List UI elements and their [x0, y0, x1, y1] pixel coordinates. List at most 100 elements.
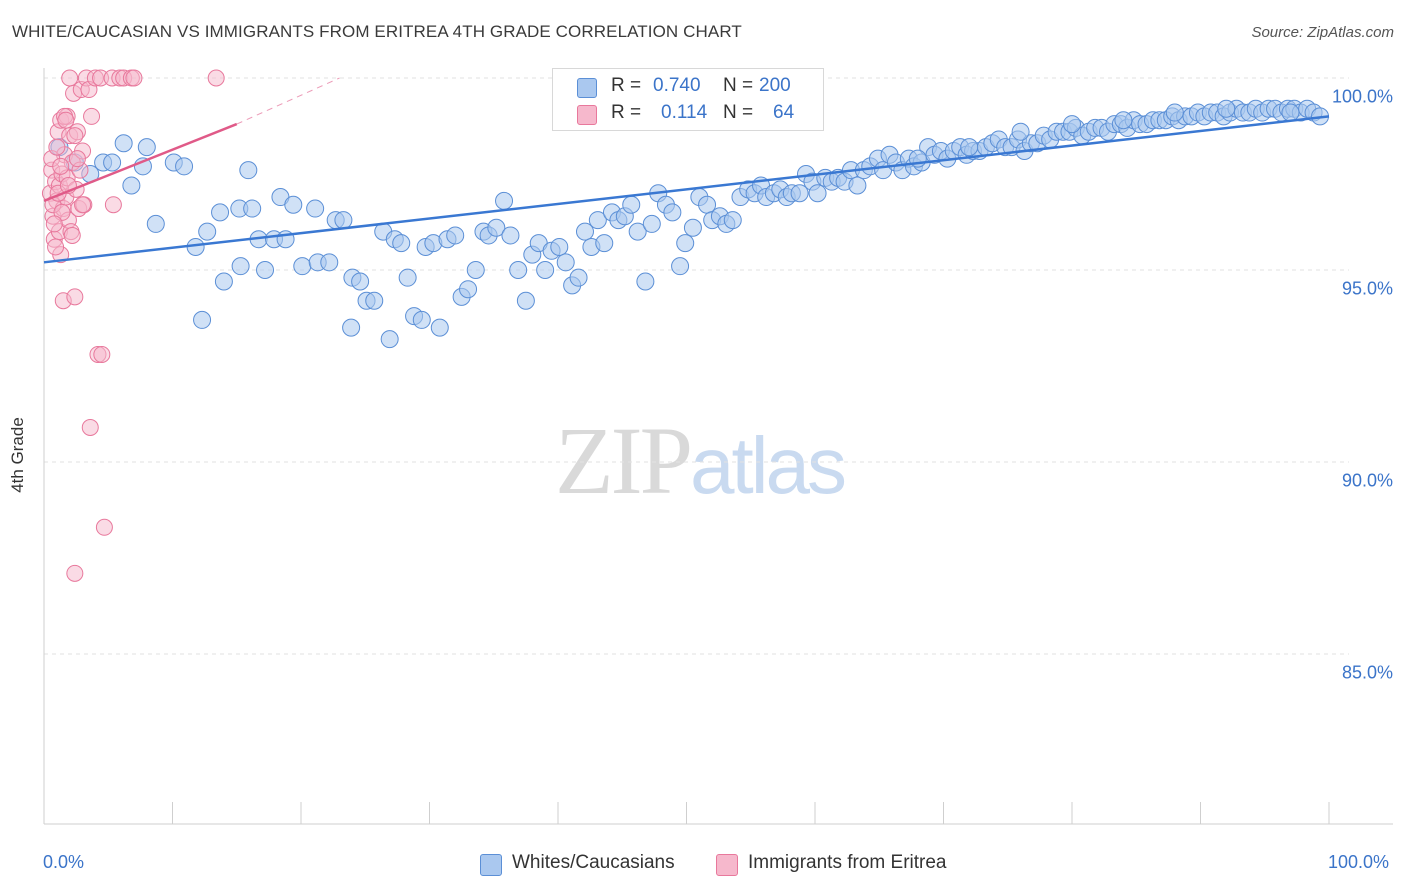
x-tick-label-min: 0.0% — [43, 852, 85, 872]
scatter-point-whites — [146, 214, 165, 233]
trend-line-eritrea — [43, 122, 238, 203]
scatter-point-whites — [114, 134, 133, 153]
scatter-point-whites — [103, 153, 122, 172]
bottom-legend-label: Immigrants from Eritrea — [748, 852, 947, 873]
scatter-point-whites — [351, 272, 370, 291]
scatter-point-eritrea — [83, 107, 101, 125]
scatter-point-whites — [723, 211, 742, 230]
scatter-point-whites — [622, 195, 641, 214]
legend-swatch-pink — [577, 105, 597, 125]
legend-row-eritrea: R = 0.114 N = 64 — [553, 101, 823, 127]
scatter-point-whites — [430, 318, 449, 337]
scatter-point-whites — [198, 222, 217, 241]
scatter-point-whites — [595, 234, 614, 253]
scatter-point-eritrea — [52, 157, 70, 175]
scatter-point-whites — [636, 272, 655, 291]
scatter-point-whites — [293, 257, 312, 276]
scatter-point-whites — [642, 214, 661, 233]
scatter-point-eritrea — [207, 69, 225, 87]
trend-line-whites — [43, 115, 1330, 264]
scatter-point-eritrea — [66, 288, 84, 306]
scatter-point-whites — [392, 234, 411, 253]
immigrants-eritrea-points — [41, 69, 225, 582]
scatter-point-whites — [790, 184, 809, 203]
scatter-point-eritrea — [95, 518, 113, 536]
scatter-point-eritrea — [93, 345, 111, 363]
scatter-point-eritrea — [66, 127, 84, 145]
scatter-point-whites — [320, 253, 339, 272]
trend-line-eritrea-extension — [236, 77, 340, 125]
scatter-point-eritrea — [47, 238, 65, 256]
scatter-point-whites — [501, 226, 520, 245]
scatter-point-eritrea — [48, 138, 66, 156]
whites-caucasians-points — [50, 99, 1330, 349]
scatter-point-whites — [569, 268, 588, 287]
y-tick-label: 95.0% — [1341, 278, 1393, 299]
legend-n-value: 64 — [773, 102, 795, 123]
scatter-point-whites — [446, 226, 465, 245]
scatter-point-whites — [175, 157, 194, 176]
scatter-point-whites — [211, 203, 230, 222]
scatter-point-whites — [122, 176, 141, 195]
legend-r-label: R = — [611, 75, 642, 96]
scatter-point-whites — [1217, 99, 1236, 118]
scatter-point-whites — [663, 203, 682, 222]
scatter-point-whites — [676, 234, 695, 253]
watermark-zip: ZIP — [555, 407, 693, 514]
scatter-point-eritrea — [81, 418, 99, 436]
scatter-point-whites — [848, 176, 867, 195]
legend-box: R = 0.740 N = 200 R = 0.114 N = 64 — [552, 68, 824, 131]
scatter-point-whites — [556, 253, 575, 272]
scatter-point-whites — [466, 261, 485, 279]
trend-lines — [43, 77, 1330, 264]
scatter-point-eritrea — [66, 564, 84, 582]
y-tick-label: 100.0% — [1331, 86, 1393, 107]
scatter-point-eritrea — [45, 215, 63, 233]
scatter-point-whites — [342, 318, 361, 337]
watermark: ZIPatlas — [555, 405, 847, 516]
scatter-point-whites — [398, 268, 417, 287]
legend-r-value: 0.740 — [653, 75, 701, 96]
scatter-point-whites — [487, 218, 506, 237]
x-tick-label-max: 100.0% — [1328, 852, 1390, 872]
scatter-point-whites — [1281, 103, 1300, 122]
y-tick-label: 90.0% — [1341, 470, 1393, 491]
scatter-point-whites — [536, 261, 555, 279]
grid-layer — [44, 77, 1349, 655]
scatter-point-eritrea — [74, 196, 92, 214]
y-tick-label: 85.0% — [1341, 662, 1393, 683]
scatter-point-whites — [495, 191, 514, 210]
legend-r-label: R = — [611, 102, 642, 123]
scatter-point-whites — [671, 257, 690, 276]
scatter-point-whites — [683, 218, 702, 237]
scatter-point-whites — [243, 199, 262, 218]
legend-r-value: 0.114 — [661, 102, 708, 123]
scatter-point-eritrea — [125, 69, 143, 87]
scatter-point-whites — [284, 195, 303, 214]
watermark-atlas: atlas — [690, 421, 847, 510]
scatter-point-whites — [1114, 111, 1133, 130]
scatter-point-whites — [231, 257, 250, 276]
scatter-point-whites — [1011, 122, 1030, 141]
scatter-point-whites — [334, 211, 353, 230]
scatter-point-whites — [193, 310, 212, 329]
legend-n-label: N = — [723, 75, 754, 96]
chart-title: WHITE/CAUCASIAN VS IMMIGRANTS FROM ERITR… — [12, 22, 742, 41]
scatter-point-whites — [588, 211, 607, 230]
bottom-legend-label: Whites/Caucasians — [512, 852, 675, 873]
scatter-point-whites — [459, 280, 478, 299]
scatter-point-whites — [239, 161, 258, 180]
axis-layer — [43, 68, 1393, 825]
scatter-point-whites — [550, 237, 569, 256]
scatter-point-whites — [380, 330, 399, 349]
scatter-point-whites — [575, 222, 594, 241]
scatter-point-whites — [1165, 103, 1184, 122]
scatter-point-eritrea — [63, 226, 81, 244]
scatter-point-whites — [137, 138, 156, 157]
scatter-point-whites — [516, 291, 535, 310]
scatter-point-whites — [214, 272, 233, 291]
scatter-point-whites — [1063, 115, 1081, 134]
legend-row-whites: R = 0.740 N = 200 — [553, 74, 823, 100]
legend-n-value: 200 — [759, 75, 791, 96]
scatter-point-whites — [808, 184, 827, 203]
